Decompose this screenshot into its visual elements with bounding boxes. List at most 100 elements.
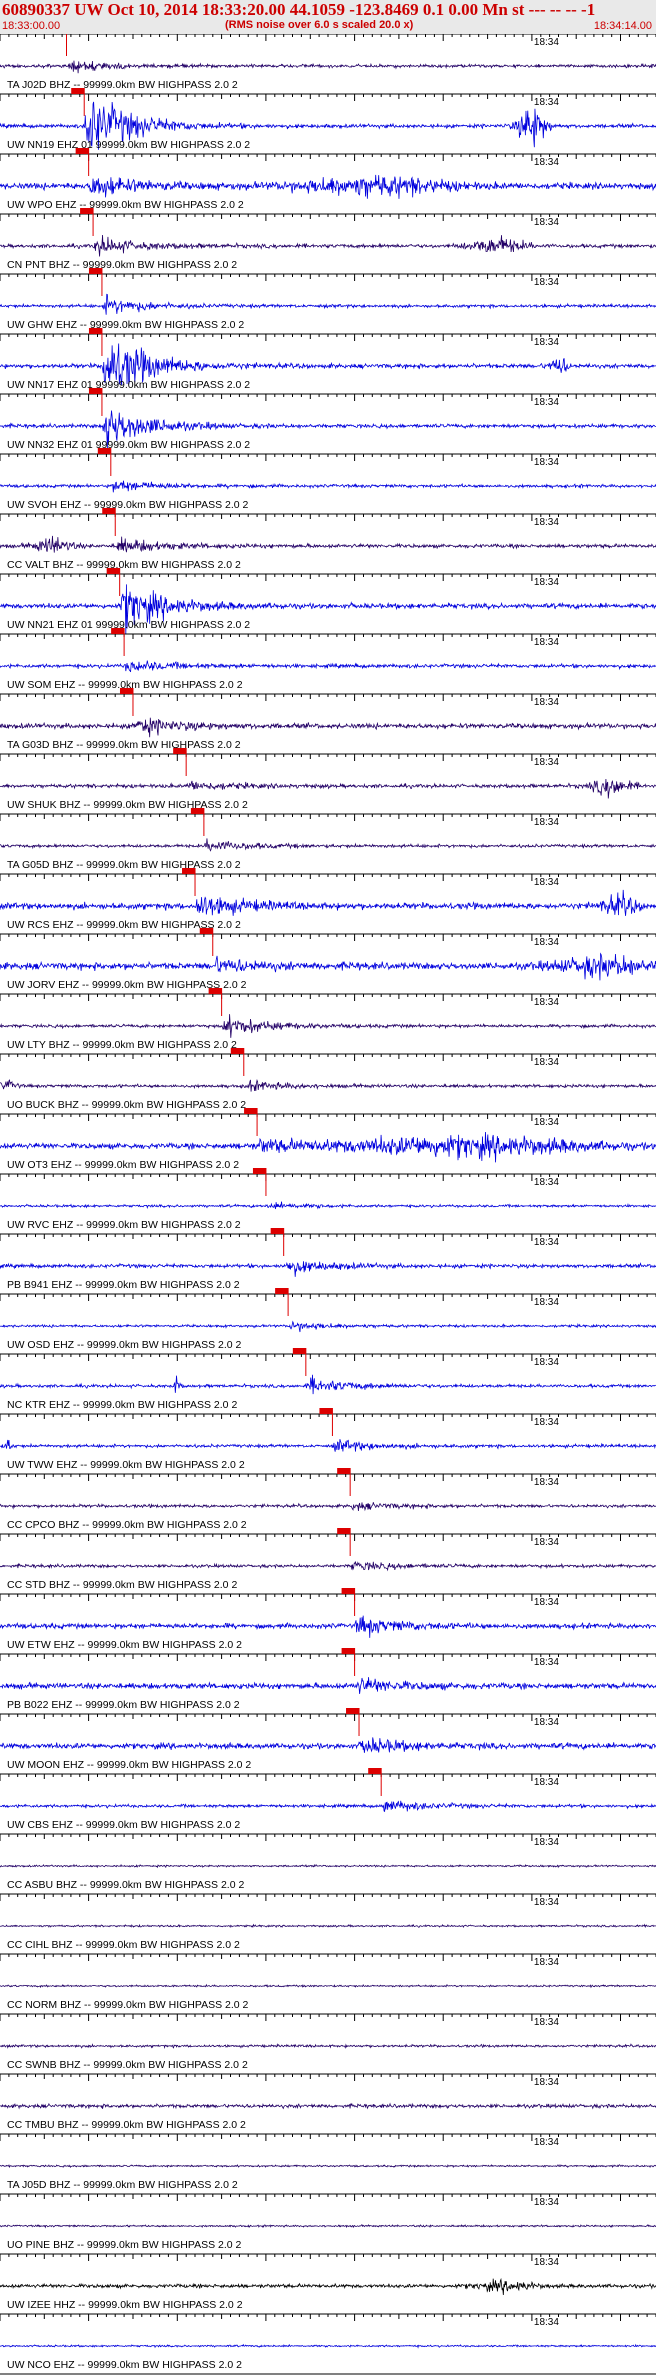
waveform-trace: [0, 535, 656, 553]
station-label: UW RCS EHZ -- 99999.0km BW HIGHPASS 2.0 …: [7, 919, 241, 931]
minute-label: 18:34: [534, 1957, 559, 1968]
time-ticks: [0, 574, 656, 581]
waveform-trace: [0, 1261, 656, 1277]
minute-label: 18:34: [534, 277, 559, 288]
waveform-trace: [0, 1131, 656, 1163]
waveform-trace: [0, 778, 656, 799]
pick-box: [111, 628, 125, 634]
station-row: 18:34 CC CIHL BHZ -- 99999.0km BW HIGHPAS…: [0, 1893, 656, 1951]
waveform-trace: [0, 2043, 656, 2049]
pick-box: [97, 448, 111, 454]
station-row: 18:34 UW NN19 EHZ 01 99999.0km BW HIGHPAS…: [0, 88, 656, 151]
time-ticks: [0, 1234, 656, 1241]
waveform-trace: [0, 2163, 656, 2169]
time-ticks: [0, 1594, 656, 1601]
waveform-trace: [0, 1439, 656, 1452]
minute-label: 18:34: [534, 1057, 559, 1068]
pick-box: [341, 1648, 355, 1654]
station-label: UW JORV EHZ -- 99999.0km BW HIGHPASS 2.0…: [7, 979, 247, 991]
pick-box: [75, 148, 89, 154]
station-label: CC NORM BHZ -- 99999.0km BW HIGHPASS 2.0…: [7, 1999, 249, 2011]
time-ticks: [0, 1474, 656, 1481]
station-row: 18:34 CN PNT BHZ -- 99999.0km BW HIGHPASS…: [0, 208, 656, 271]
station-row: 18:34 UW IZEE HHZ -- 99999.0km BW HIGHPAS…: [0, 2253, 656, 2311]
station-label: TA J05D BHZ -- 99999.0km BW HIGHPASS 2.0…: [7, 2179, 238, 2191]
station-label: UW WPO EHZ -- 99999.0km BW HIGHPASS 2.0 …: [7, 199, 244, 211]
station-label: UW NN19 EHZ 01 99999.0km BW HIGHPASS 2.0…: [7, 139, 250, 151]
station-label: UW RVC EHZ -- 99999.0km BW HIGHPASS 2.0 …: [7, 1219, 241, 1231]
minute-label: 18:34: [534, 517, 559, 528]
minute-label: 18:34: [534, 1597, 559, 1608]
time-ticks: [0, 1654, 656, 1661]
waveform-trace: [0, 889, 656, 916]
waveform-trace: [0, 410, 656, 449]
time-ticks: [0, 2254, 656, 2261]
waveform-trace: [0, 101, 656, 150]
time-ticks: [0, 2194, 656, 2201]
pick-box: [208, 988, 222, 994]
pick-box: [119, 688, 133, 694]
station-row: 18:34 NC KTR EHZ -- 99999.0km BW HIGHPASS…: [0, 1348, 656, 1411]
waveform-trace: [0, 2102, 656, 2110]
time-ticks: [0, 1354, 656, 1361]
minute-label: 18:34: [534, 1357, 559, 1368]
station-row: 18:34 UW SHUK BHZ -- 99999.0km BW HIGHPAS…: [0, 748, 656, 811]
pick-box: [71, 88, 85, 94]
station-label: UW ETW EHZ -- 99999.0km BW HIGHPASS 2.0 …: [7, 1639, 242, 1651]
station-row: 18:34 UW NN21 EHZ 01 99999.0km BW HIGHPAS…: [0, 568, 656, 634]
waveform-trace: [0, 584, 656, 634]
pick-box: [80, 208, 94, 214]
station-label: UW SHUK BHZ -- 99999.0km BW HIGHPASS 2.0…: [7, 799, 248, 811]
minute-label: 18:34: [534, 1177, 559, 1188]
station-label: UW NCO EHZ -- 99999.0km BW HIGHPASS 2.0 …: [7, 2359, 242, 2371]
waveform-trace: [0, 1983, 656, 1989]
station-label: UW OT3 EHZ -- 99999.0km BW HIGHPASS 2.0 …: [7, 1159, 239, 1171]
station-label: TA J02D BHZ -- 99999.0km BW HIGHPASS 2.0…: [7, 79, 238, 91]
time-ticks: [0, 454, 656, 461]
waveform-trace: [0, 1863, 656, 1869]
station-label: UW OSD EHZ -- 99999.0km BW HIGHPASS 2.0 …: [7, 1339, 242, 1351]
minute-label: 18:34: [534, 1537, 559, 1548]
time-ticks: [0, 1774, 656, 1781]
minute-label: 18:34: [534, 457, 559, 468]
pick-box: [190, 808, 204, 814]
station-label: CC CPCO BHZ -- 99999.0km BW HIGHPASS 2.0…: [7, 1519, 247, 1531]
waveform-trace: [0, 1014, 656, 1038]
pick-box: [252, 1168, 266, 1174]
time-ticks: [0, 1714, 656, 1721]
station-row: 18:34 UW ETW EHZ -- 99999.0km BW HIGHPASS…: [0, 1588, 656, 1651]
time-ticks: [0, 154, 656, 161]
waveform-trace: [0, 1201, 656, 1210]
station-row: 18:34 UW SVOH EHZ -- 99999.0km BW HIGHPAS…: [0, 448, 656, 511]
pick-box: [173, 748, 187, 754]
station-row: 18:34 UW LTY BHZ -- 99999.0km BW HIGHPASS…: [0, 988, 656, 1051]
waveform-trace: [0, 480, 656, 493]
pick-box: [230, 1048, 244, 1054]
pick-box: [182, 868, 196, 874]
waveform-trace: [0, 1677, 656, 1694]
waveform-trace: [0, 234, 656, 257]
station-row: 18:34 UW OT3 EHZ -- 99999.0km BW HIGHPASS…: [0, 1108, 656, 1171]
time-ticks: [0, 1414, 656, 1421]
station-row: 18:34 UW OSD EHZ -- 99999.0km BW HIGHPASS…: [0, 1288, 656, 1351]
minute-label: 18:34: [534, 1897, 559, 1908]
waveform-trace: [0, 1078, 656, 1092]
pick-box: [244, 1108, 258, 1114]
station-label: UO PINE BHZ -- 99999.0km BW HIGHPASS 2.0…: [7, 2239, 242, 2251]
minute-label: 18:34: [534, 1237, 559, 1248]
waveform-trace: [0, 2277, 656, 2296]
pick-box: [337, 1468, 351, 1474]
station-row: 18:34 PB B941 EHZ -- 99999.0km BW HIGHPAS…: [0, 1228, 656, 1291]
station-label: CN PNT BHZ -- 99999.0km BW HIGHPASS 2.0 …: [7, 259, 237, 271]
station-row: 18:34 UO BUCK BHZ -- 99999.0km BW HIGHPAS…: [0, 1048, 656, 1111]
waveform-trace: [0, 1615, 656, 1638]
pick-box: [319, 1408, 333, 1414]
time-ticks: [0, 514, 656, 521]
minute-label: 18:34: [534, 1297, 559, 1308]
minute-label: 18:34: [534, 397, 559, 408]
header-bar: 60890337 UW Oct 10, 2014 18:33:20.00 44.…: [0, 0, 656, 34]
waveform-trace: [0, 174, 656, 199]
station-row: 18:34 PB B022 EHZ -- 99999.0km BW HIGHPAS…: [0, 1648, 656, 1711]
minute-label: 18:34: [534, 2197, 559, 2208]
time-ticks: [0, 1894, 656, 1901]
